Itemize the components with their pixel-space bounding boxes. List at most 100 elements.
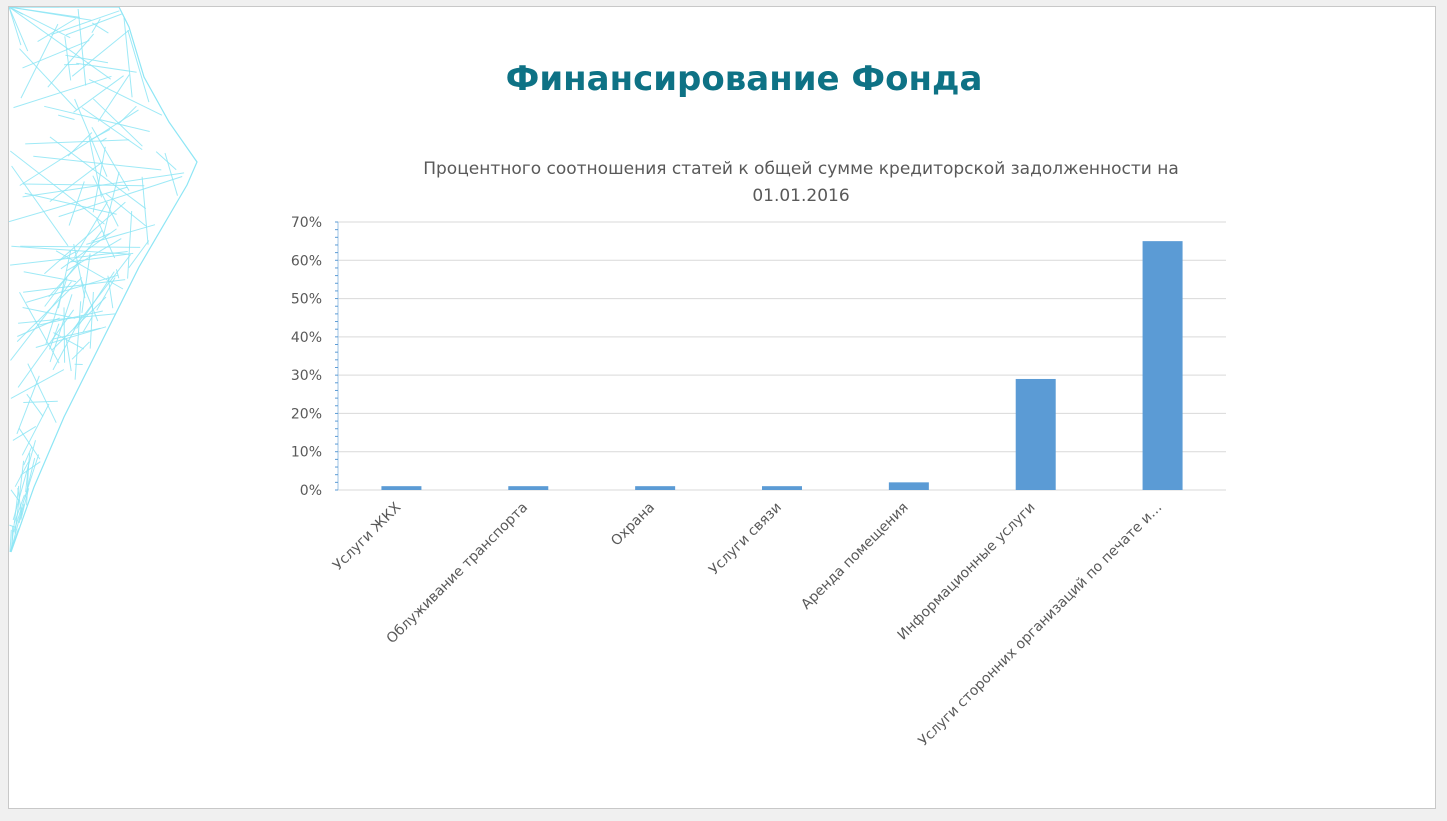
decoration-line: [102, 171, 120, 238]
y-tick-label: 10%: [291, 445, 322, 461]
decoration-line: [9, 529, 12, 553]
decoration-line: [11, 165, 69, 247]
decoration-line: [17, 317, 60, 337]
decoration-line: [60, 228, 117, 270]
decoration-line: [67, 132, 93, 157]
decoration-line: [11, 526, 14, 544]
bar: [508, 486, 549, 490]
decoration-line: [24, 457, 36, 498]
x-tick-label: Услуги связи: [706, 500, 785, 579]
decoration-line: [9, 7, 71, 39]
decoration-line: [49, 161, 104, 202]
decoration-line: [23, 271, 77, 283]
decoration-line: [92, 146, 106, 213]
decoration-line: [47, 33, 94, 88]
decoration-line: [89, 291, 94, 349]
decoration-line: [65, 338, 72, 372]
decoration-line: [58, 114, 75, 120]
decoration-line: [10, 489, 20, 502]
x-tick-label: Услуги ЖКХ: [330, 499, 405, 574]
y-tick-label: 40%: [291, 330, 322, 346]
decoration-line: [71, 341, 90, 360]
decoration-line: [127, 210, 133, 279]
decoration-line: [14, 460, 25, 534]
decoration-line: [11, 245, 129, 255]
decoration-line: [21, 403, 50, 456]
y-tick-label: 70%: [291, 215, 322, 231]
decoration-line: [76, 271, 115, 329]
decoration-line: [17, 309, 75, 388]
decoration-line: [73, 75, 124, 113]
decoration-line: [10, 281, 72, 361]
y-tick-label: 30%: [291, 368, 322, 384]
decoration-line: [107, 275, 114, 309]
bar: [635, 486, 676, 490]
decoration-line: [123, 17, 133, 98]
bar: [1142, 241, 1183, 490]
decoration-line: [19, 48, 77, 110]
decoration-line: [88, 135, 102, 198]
decoration-line: [19, 109, 139, 186]
decoration-line: [10, 369, 65, 399]
decoration-line: [63, 307, 66, 363]
decoration-line: [23, 446, 33, 466]
decoration-line: [22, 307, 76, 319]
decoration-line: [19, 291, 60, 364]
x-tick-label: Охрана: [608, 500, 658, 550]
decoration-line: [22, 39, 90, 69]
decoration-line: [27, 363, 57, 423]
decoration-line: [74, 301, 82, 380]
decoration-line: [105, 193, 147, 227]
decoration-line: [128, 240, 150, 269]
decoration-line: [52, 327, 101, 340]
bar-chart: 0% 10% 20% 30% 40% 50% 60% 70% Услуги ЖКХОблужив…: [291, 215, 1226, 749]
decoration-line: [18, 313, 115, 324]
decoration-line: [37, 18, 77, 43]
decoration-line: [96, 218, 116, 259]
decoration-line: [23, 400, 58, 403]
decoration-line: [82, 316, 93, 333]
decoration-line: [22, 183, 145, 187]
bar: [381, 486, 422, 490]
decoration-line: [91, 127, 130, 191]
decoration-line: [51, 10, 120, 35]
decoration-line: [73, 243, 86, 299]
decoration-line: [13, 75, 112, 109]
decoration-line: [86, 224, 156, 245]
slide-title: Финансирование Фонда: [505, 59, 983, 99]
bar: [888, 482, 929, 490]
decoration-line: [12, 440, 36, 521]
bar: [1015, 378, 1056, 490]
decoration-line: [25, 453, 31, 493]
decoration-line: [58, 176, 183, 218]
decoration-line: [20, 461, 41, 476]
decoration-line: [90, 128, 111, 141]
decoration-line: [81, 107, 143, 151]
decoration-line: [9, 524, 16, 528]
decoration-line: [9, 7, 29, 52]
decoration-line: [127, 30, 150, 103]
decoration-line: [81, 253, 91, 313]
decoration-line: [33, 155, 162, 171]
y-tick-label: 20%: [291, 406, 322, 422]
decoration-line: [72, 254, 131, 330]
decoration-line: [96, 277, 116, 311]
x-tick-label: Информационные услуги: [895, 500, 1039, 644]
decoration-line: [9, 7, 111, 80]
decoration-line: [18, 427, 41, 460]
wireframe-decoration: [9, 7, 198, 553]
y-tick-label: 0%: [300, 483, 322, 499]
decoration-line: [68, 181, 85, 226]
decoration-outline: [9, 7, 198, 553]
decoration-line: [70, 252, 134, 263]
decoration-line: [64, 36, 72, 81]
bar: [762, 486, 802, 490]
decoration-line: [24, 192, 117, 215]
decoration-line: [97, 74, 130, 122]
decoration-line: [20, 488, 30, 520]
decoration-line: [71, 29, 130, 77]
decoration-line: [65, 54, 109, 64]
decoration-line: [13, 494, 25, 523]
decoration-line: [12, 425, 37, 441]
slide: Финансирование Фонда Процентного соотнош…: [8, 6, 1436, 809]
